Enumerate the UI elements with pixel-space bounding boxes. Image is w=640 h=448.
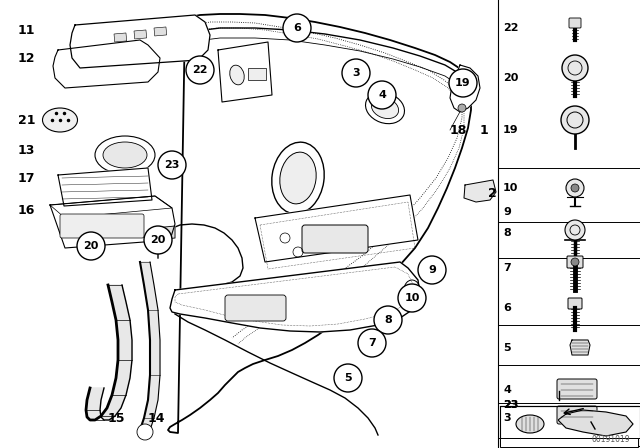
Text: 5: 5 xyxy=(503,343,511,353)
Circle shape xyxy=(562,55,588,81)
Polygon shape xyxy=(464,180,496,202)
Polygon shape xyxy=(558,410,633,436)
Text: 9: 9 xyxy=(503,207,511,217)
FancyBboxPatch shape xyxy=(60,214,144,238)
Text: 10: 10 xyxy=(404,293,420,303)
FancyBboxPatch shape xyxy=(568,298,582,309)
Text: 13: 13 xyxy=(18,143,35,156)
Text: 20: 20 xyxy=(503,73,518,83)
Text: 22: 22 xyxy=(503,23,518,33)
Text: 19: 19 xyxy=(503,125,518,135)
Text: 2: 2 xyxy=(488,186,497,199)
Text: 9: 9 xyxy=(428,265,436,275)
Bar xyxy=(134,30,147,39)
FancyBboxPatch shape xyxy=(569,18,581,28)
Ellipse shape xyxy=(516,415,544,433)
Text: 12: 12 xyxy=(18,52,35,65)
Text: 14: 14 xyxy=(148,412,166,425)
Text: 1: 1 xyxy=(480,124,489,137)
Ellipse shape xyxy=(404,280,420,300)
Text: 23: 23 xyxy=(164,160,180,170)
FancyBboxPatch shape xyxy=(567,256,583,268)
Ellipse shape xyxy=(95,136,155,174)
Polygon shape xyxy=(450,65,480,112)
Text: 17: 17 xyxy=(18,172,35,185)
Circle shape xyxy=(77,232,105,260)
Text: 22: 22 xyxy=(192,65,208,75)
Bar xyxy=(500,406,640,446)
FancyBboxPatch shape xyxy=(302,225,368,253)
Circle shape xyxy=(571,258,579,266)
Text: 18: 18 xyxy=(450,124,467,137)
Circle shape xyxy=(571,184,579,192)
Text: 00191019: 00191019 xyxy=(591,435,630,444)
Text: 8: 8 xyxy=(503,228,511,238)
Circle shape xyxy=(566,179,584,197)
Circle shape xyxy=(449,69,477,97)
Polygon shape xyxy=(218,42,272,102)
Text: 19: 19 xyxy=(455,78,471,88)
Text: 3: 3 xyxy=(503,413,511,423)
Text: 15: 15 xyxy=(108,412,125,425)
Circle shape xyxy=(565,220,585,240)
Text: 8: 8 xyxy=(384,315,392,325)
Circle shape xyxy=(144,226,172,254)
FancyBboxPatch shape xyxy=(557,379,597,399)
Polygon shape xyxy=(570,340,590,355)
Ellipse shape xyxy=(230,65,244,85)
Ellipse shape xyxy=(42,108,77,132)
Text: 23: 23 xyxy=(503,400,518,410)
Circle shape xyxy=(358,329,386,357)
FancyBboxPatch shape xyxy=(225,295,286,321)
Bar xyxy=(114,33,127,42)
Circle shape xyxy=(458,104,466,112)
Circle shape xyxy=(398,284,426,312)
Circle shape xyxy=(418,256,446,284)
Polygon shape xyxy=(86,285,132,420)
Circle shape xyxy=(368,81,396,109)
Text: 23: 23 xyxy=(503,400,518,410)
Ellipse shape xyxy=(280,152,316,204)
Circle shape xyxy=(374,306,402,334)
Text: 6: 6 xyxy=(293,23,301,33)
Circle shape xyxy=(137,424,153,440)
Circle shape xyxy=(561,106,589,134)
Polygon shape xyxy=(140,262,160,430)
Bar xyxy=(500,438,638,447)
Ellipse shape xyxy=(272,142,324,214)
Polygon shape xyxy=(155,226,175,240)
Polygon shape xyxy=(50,196,175,248)
Text: 10: 10 xyxy=(503,183,518,193)
Circle shape xyxy=(334,364,362,392)
Polygon shape xyxy=(255,195,418,262)
Ellipse shape xyxy=(371,98,399,119)
Ellipse shape xyxy=(365,92,404,124)
Polygon shape xyxy=(58,168,152,206)
Circle shape xyxy=(283,14,311,42)
Polygon shape xyxy=(70,15,210,68)
Text: 7: 7 xyxy=(503,263,511,273)
Circle shape xyxy=(158,151,186,179)
Text: 11: 11 xyxy=(18,23,35,36)
Text: 5: 5 xyxy=(344,373,352,383)
Circle shape xyxy=(186,56,214,84)
Text: 20: 20 xyxy=(150,235,166,245)
Bar xyxy=(154,27,166,36)
Bar xyxy=(248,68,266,80)
Circle shape xyxy=(342,59,370,87)
Text: 20: 20 xyxy=(83,241,99,251)
Ellipse shape xyxy=(103,142,147,168)
Text: 16: 16 xyxy=(18,203,35,216)
Polygon shape xyxy=(53,40,160,88)
Text: 7: 7 xyxy=(368,338,376,348)
Text: 3: 3 xyxy=(352,68,360,78)
Text: 6: 6 xyxy=(503,303,511,313)
Text: 4: 4 xyxy=(503,385,511,395)
Text: 4: 4 xyxy=(378,90,386,100)
FancyBboxPatch shape xyxy=(557,406,597,424)
Polygon shape xyxy=(170,262,420,332)
Text: 21: 21 xyxy=(18,113,35,126)
